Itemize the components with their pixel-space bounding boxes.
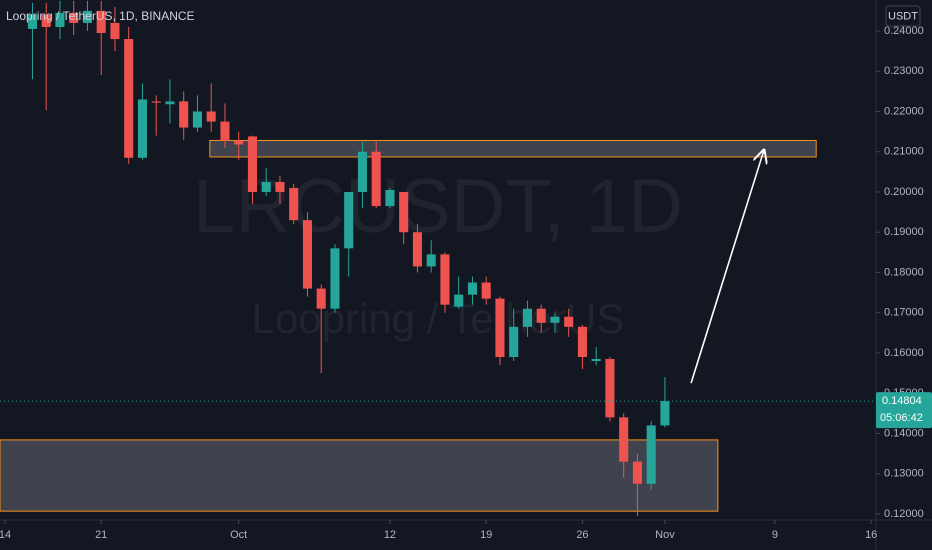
candle-body [344, 191, 354, 249]
candle-body [302, 220, 312, 289]
x-tick-label: 21 [95, 529, 107, 541]
candle-body [137, 99, 147, 158]
plot-area: LRCUSDT, 1D Loopring / TetherUS [0, 0, 817, 516]
candle-body [385, 189, 395, 207]
unit-box [885, 5, 921, 27]
y-tick-label: 0.16000 [884, 347, 924, 359]
arrow [690, 150, 764, 384]
candle-body [316, 288, 326, 309]
candle-body [646, 425, 656, 484]
candle-body [275, 181, 285, 192]
candle-body [69, 12, 79, 23]
last-price-label: 0.14804 [882, 395, 922, 407]
candle-body [591, 359, 601, 362]
y-tick-label: 0.23000 [884, 65, 924, 77]
y-tick-label: 0.21000 [884, 146, 924, 158]
candle-body [564, 316, 574, 327]
candle-body [234, 140, 244, 145]
candle-body [536, 308, 546, 323]
x-tick-label: 12 [384, 529, 396, 541]
candle-body [206, 111, 216, 122]
candle-body [522, 308, 532, 327]
y-tick-label: 0.20000 [884, 186, 924, 198]
candle-body [426, 254, 436, 267]
candle-body [454, 294, 464, 307]
candle-body [660, 401, 670, 426]
candle-body [179, 101, 189, 128]
candle-body [619, 417, 629, 462]
candle-body [371, 151, 381, 207]
candle-body [261, 181, 271, 192]
candle-body [577, 326, 587, 357]
candle-body [110, 22, 120, 40]
zone [0, 439, 719, 512]
candle-body [247, 136, 257, 192]
candle-body [82, 10, 92, 23]
candle-body [27, 14, 37, 29]
x-tick-label: 9 [772, 529, 778, 541]
zone [209, 139, 817, 158]
candle-body [440, 254, 450, 305]
candle-body [289, 187, 299, 221]
watermark: LRCUSDT, 1D [193, 164, 683, 249]
y-tick-label: 0.24000 [884, 25, 924, 37]
watermark-subtitle: Loopring / TetherUS [252, 295, 625, 342]
chart-title: Loopring / TetherUS, 1D, BINANCE [6, 9, 195, 23]
y-tick-label: 0.22000 [884, 105, 924, 117]
x-tick-label: 14 [0, 529, 11, 541]
y-tick-label: 0.12000 [884, 508, 924, 520]
candle-body [41, 14, 51, 27]
x-tick-label: 16 [865, 529, 877, 541]
countdown: 05:06:42 [880, 412, 923, 424]
x-tick-label: Nov [655, 529, 675, 541]
last-price-tag [876, 392, 932, 429]
x-tick-label: 19 [480, 529, 492, 541]
y-axis-label: USDT [888, 10, 918, 22]
y-tick-label: 0.14000 [884, 427, 924, 439]
candle-body [220, 121, 230, 141]
candle-body [96, 10, 106, 34]
candle-body [412, 232, 422, 267]
candle-body [481, 282, 491, 299]
candle-body [55, 12, 65, 27]
candle-body [467, 282, 477, 295]
candle-body [550, 316, 560, 323]
y-tick-label: 0.19000 [884, 226, 924, 238]
x-tick-label: 26 [576, 529, 588, 541]
y-tick-label: 0.17000 [884, 307, 924, 319]
candle-body [192, 111, 202, 128]
candle-body [330, 248, 340, 309]
candle-body [632, 461, 642, 484]
y-tick-label: 0.13000 [884, 468, 924, 480]
candle-body [495, 298, 505, 357]
x-tick-label: Oct [230, 529, 247, 541]
y-tick-label: 0.18000 [884, 266, 924, 278]
candle-body [399, 191, 409, 233]
candle-body [605, 359, 615, 418]
candle-body [357, 151, 367, 192]
candle-body [509, 326, 519, 357]
candle-body [151, 101, 161, 103]
candle-body [165, 101, 175, 105]
candle-body [124, 39, 134, 158]
